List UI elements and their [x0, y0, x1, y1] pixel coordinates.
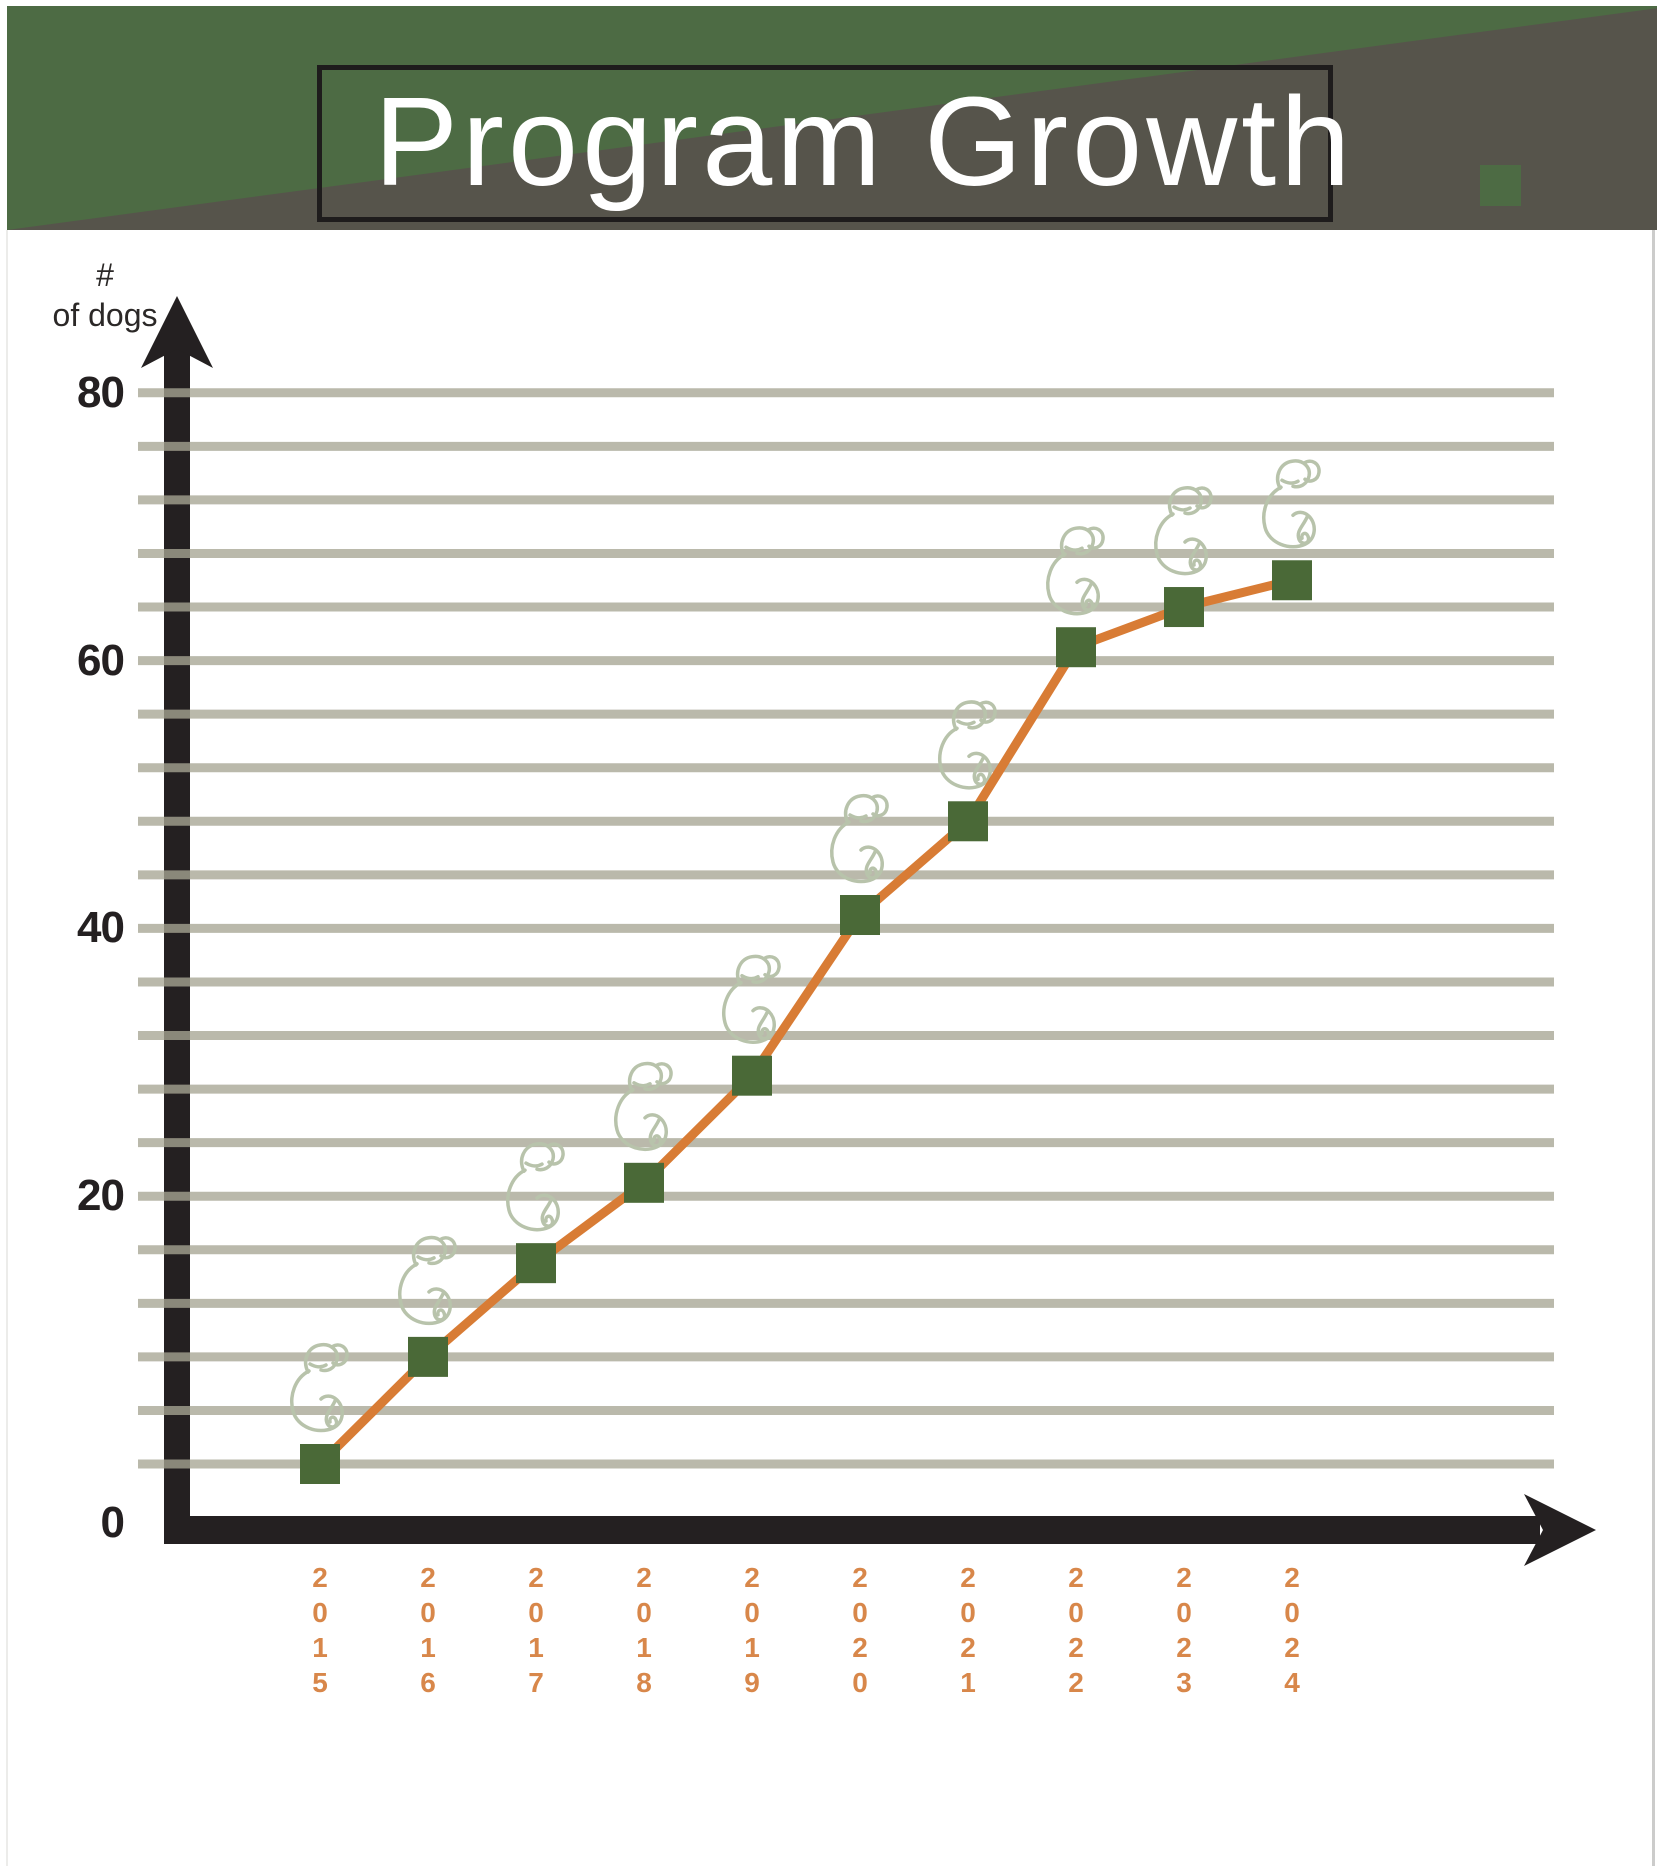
- y-axis-tick-80: 80: [77, 367, 125, 417]
- x-axis-arrow-icon: [1524, 1494, 1596, 1566]
- y-axis-shaft: [164, 342, 190, 1544]
- header-accent-square: [1480, 165, 1521, 206]
- dog-sketch-icon: [506, 1142, 565, 1232]
- x-axis-label-2020: 2 0 2 0: [852, 1562, 868, 1698]
- data-point-2019: [732, 1055, 772, 1096]
- data-point-2017: [516, 1243, 556, 1284]
- page-left-edge: [6, 230, 8, 1866]
- data-point-2022: [1056, 627, 1096, 668]
- x-axis-label-2016: 2 0 1 6: [420, 1562, 436, 1698]
- x-axis-label-2022: 2 0 2 2: [1068, 1562, 1084, 1698]
- y-axis-tick-60: 60: [77, 635, 125, 685]
- y-axis-tick-20: 20: [77, 1171, 125, 1221]
- gridlines: [138, 388, 1554, 1469]
- y-axis-tick-0: 0: [100, 1498, 125, 1547]
- x-axis-label-2019: 2 0 1 9: [744, 1562, 760, 1698]
- axes: [141, 296, 1596, 1566]
- dog-sketch-icon: [1046, 526, 1105, 616]
- title-box: Program Growth: [317, 65, 1350, 222]
- x-axis-label-2024: 2 0 2 4: [1284, 1562, 1300, 1698]
- growth-line: [316, 575, 1294, 1468]
- header-banner: Program Growth: [7, 6, 1657, 230]
- data-point-2021: [948, 801, 988, 842]
- data-point-2020: [840, 895, 880, 936]
- dog-sketch-icon: [614, 1061, 673, 1152]
- dog-sketch-icon: [722, 954, 781, 1044]
- y-axis-tick-40: 40: [77, 903, 125, 953]
- page-title: Program Growth: [374, 70, 1355, 212]
- data-point-2024: [1272, 560, 1312, 601]
- data-point-2023: [1164, 587, 1204, 628]
- page-right-edge: [1652, 230, 1655, 1866]
- y-axis-arrow-icon: [141, 296, 213, 368]
- y-axis-title: # of dogs: [35, 255, 175, 335]
- y-axis-title-line1: #: [96, 257, 114, 293]
- data-point-2018: [624, 1162, 664, 1203]
- dog-sketch-icon: [830, 793, 889, 884]
- data-points: [300, 560, 1312, 1484]
- data-point-2015: [300, 1444, 340, 1484]
- x-axis-label-2023: 2 0 2 3: [1176, 1562, 1192, 1698]
- x-axis-shaft: [164, 1516, 1540, 1544]
- y-axis-title-line2: of dogs: [52, 297, 158, 333]
- x-axis-label-2018: 2 0 1 8: [636, 1562, 652, 1698]
- x-axis-label-2017: 2 0 1 7: [528, 1562, 544, 1698]
- x-axis-label-2015: 2 0 1 5: [312, 1562, 328, 1698]
- data-point-2016: [408, 1336, 448, 1377]
- data-line: [316, 575, 1294, 1468]
- x-axis-label-2021: 2 0 2 1: [960, 1562, 976, 1698]
